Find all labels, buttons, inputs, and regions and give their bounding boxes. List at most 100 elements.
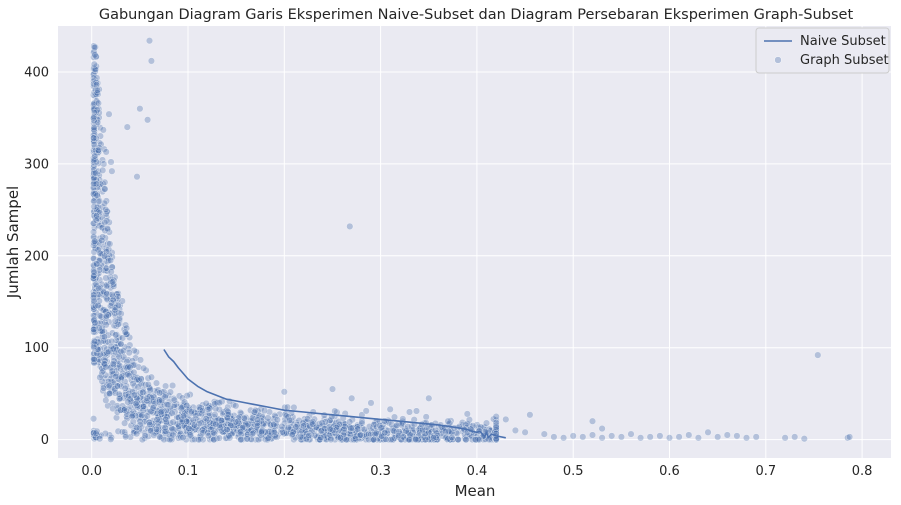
scatter-point — [111, 317, 119, 325]
scatter-point — [90, 134, 98, 142]
scatter-point — [646, 433, 654, 441]
scatter-point — [502, 415, 510, 423]
scatter-point — [137, 375, 145, 383]
scatter-point — [132, 400, 140, 408]
scatter-point — [170, 396, 178, 404]
scatter-point — [185, 406, 193, 414]
scatter-point — [183, 402, 191, 410]
scatter-point — [202, 415, 210, 423]
scatter-point — [418, 420, 426, 428]
scatter-point — [114, 293, 122, 301]
scatter-point — [791, 433, 799, 441]
scatter-point — [353, 423, 361, 431]
scatter-point — [110, 280, 118, 288]
scatter-point — [704, 428, 712, 436]
scatter-point — [474, 423, 482, 431]
scatter-point — [106, 390, 114, 398]
scatter-point — [100, 185, 108, 193]
scatter-point — [126, 363, 134, 371]
scatter-point — [124, 363, 132, 371]
scatter-point — [107, 158, 115, 166]
scatter-point — [147, 373, 155, 381]
scatter-point — [205, 409, 213, 417]
scatter-point — [109, 370, 117, 378]
scatter-point — [90, 180, 98, 188]
scatter-point — [103, 248, 111, 256]
scatter-point — [125, 372, 133, 380]
scatter-point — [94, 246, 102, 254]
scatter-point — [141, 398, 149, 406]
scatter-point — [116, 394, 124, 402]
scatter-point — [463, 420, 471, 428]
scatter-point — [150, 393, 158, 401]
scatter-point — [272, 433, 280, 441]
scatter-point — [96, 250, 104, 258]
scatter-point — [90, 268, 98, 276]
scatter-point — [98, 236, 106, 244]
scatter-point — [589, 431, 597, 439]
scatter-point — [309, 420, 317, 428]
scatter-point — [91, 319, 99, 327]
scatter-point — [93, 86, 101, 94]
scatter-point — [111, 389, 119, 397]
scatter-point — [90, 174, 98, 182]
scatter-point — [422, 413, 430, 421]
scatter-point — [180, 422, 188, 430]
scatter-point — [162, 391, 170, 399]
scatter-point — [136, 356, 144, 364]
scatter-point — [211, 411, 219, 419]
scatter-point — [354, 425, 362, 433]
scatter-point — [102, 363, 110, 371]
scatter-point — [178, 394, 186, 402]
scatter-point — [105, 257, 113, 265]
scatter-point — [186, 431, 194, 439]
scatter-point — [91, 65, 99, 73]
scatter-point — [560, 434, 568, 442]
scatter-point — [327, 436, 335, 444]
scatter-point — [120, 406, 128, 414]
scatter-point — [550, 433, 558, 441]
scatter-point — [90, 326, 98, 334]
scatter-point — [90, 108, 98, 116]
scatter-point — [177, 405, 185, 413]
scatter-point — [122, 363, 130, 371]
scatter-point — [91, 43, 99, 51]
scatter-point — [92, 239, 100, 247]
scatter-point — [152, 379, 160, 387]
scatter-point — [179, 434, 187, 442]
scatter-point — [332, 426, 340, 434]
scatter-point — [155, 418, 163, 426]
scatter-point — [295, 417, 303, 425]
scatter-point — [195, 420, 203, 428]
scatter-point — [105, 431, 113, 439]
scatter-point — [130, 429, 138, 437]
scatter-point — [130, 368, 138, 376]
scatter-point — [270, 421, 278, 429]
scatter-point — [99, 337, 107, 345]
scatter-point — [145, 37, 153, 45]
scatter-point — [178, 402, 186, 410]
scatter-point — [272, 419, 280, 427]
scatter-point — [526, 411, 534, 419]
scatter-point — [129, 380, 137, 388]
scatter-point — [211, 400, 219, 408]
scatter-point — [463, 410, 471, 418]
scatter-point — [442, 428, 450, 436]
scatter-point — [346, 418, 354, 426]
scatter-point — [142, 366, 150, 374]
scatter-point — [90, 156, 98, 164]
scatter-point — [101, 218, 109, 226]
scatter-point — [237, 436, 245, 444]
scatter-point — [90, 328, 98, 336]
scatter-point — [752, 433, 760, 441]
scatter-point — [90, 429, 98, 437]
scatter-point — [113, 382, 121, 390]
scatter-point — [92, 169, 100, 177]
scatter-point — [416, 425, 424, 433]
scatter-point — [302, 435, 310, 443]
scatter-point — [90, 293, 98, 301]
scatter-point — [158, 407, 166, 415]
scatter-point — [406, 408, 414, 416]
scatter-point — [187, 408, 195, 416]
scatter-point — [102, 321, 110, 329]
